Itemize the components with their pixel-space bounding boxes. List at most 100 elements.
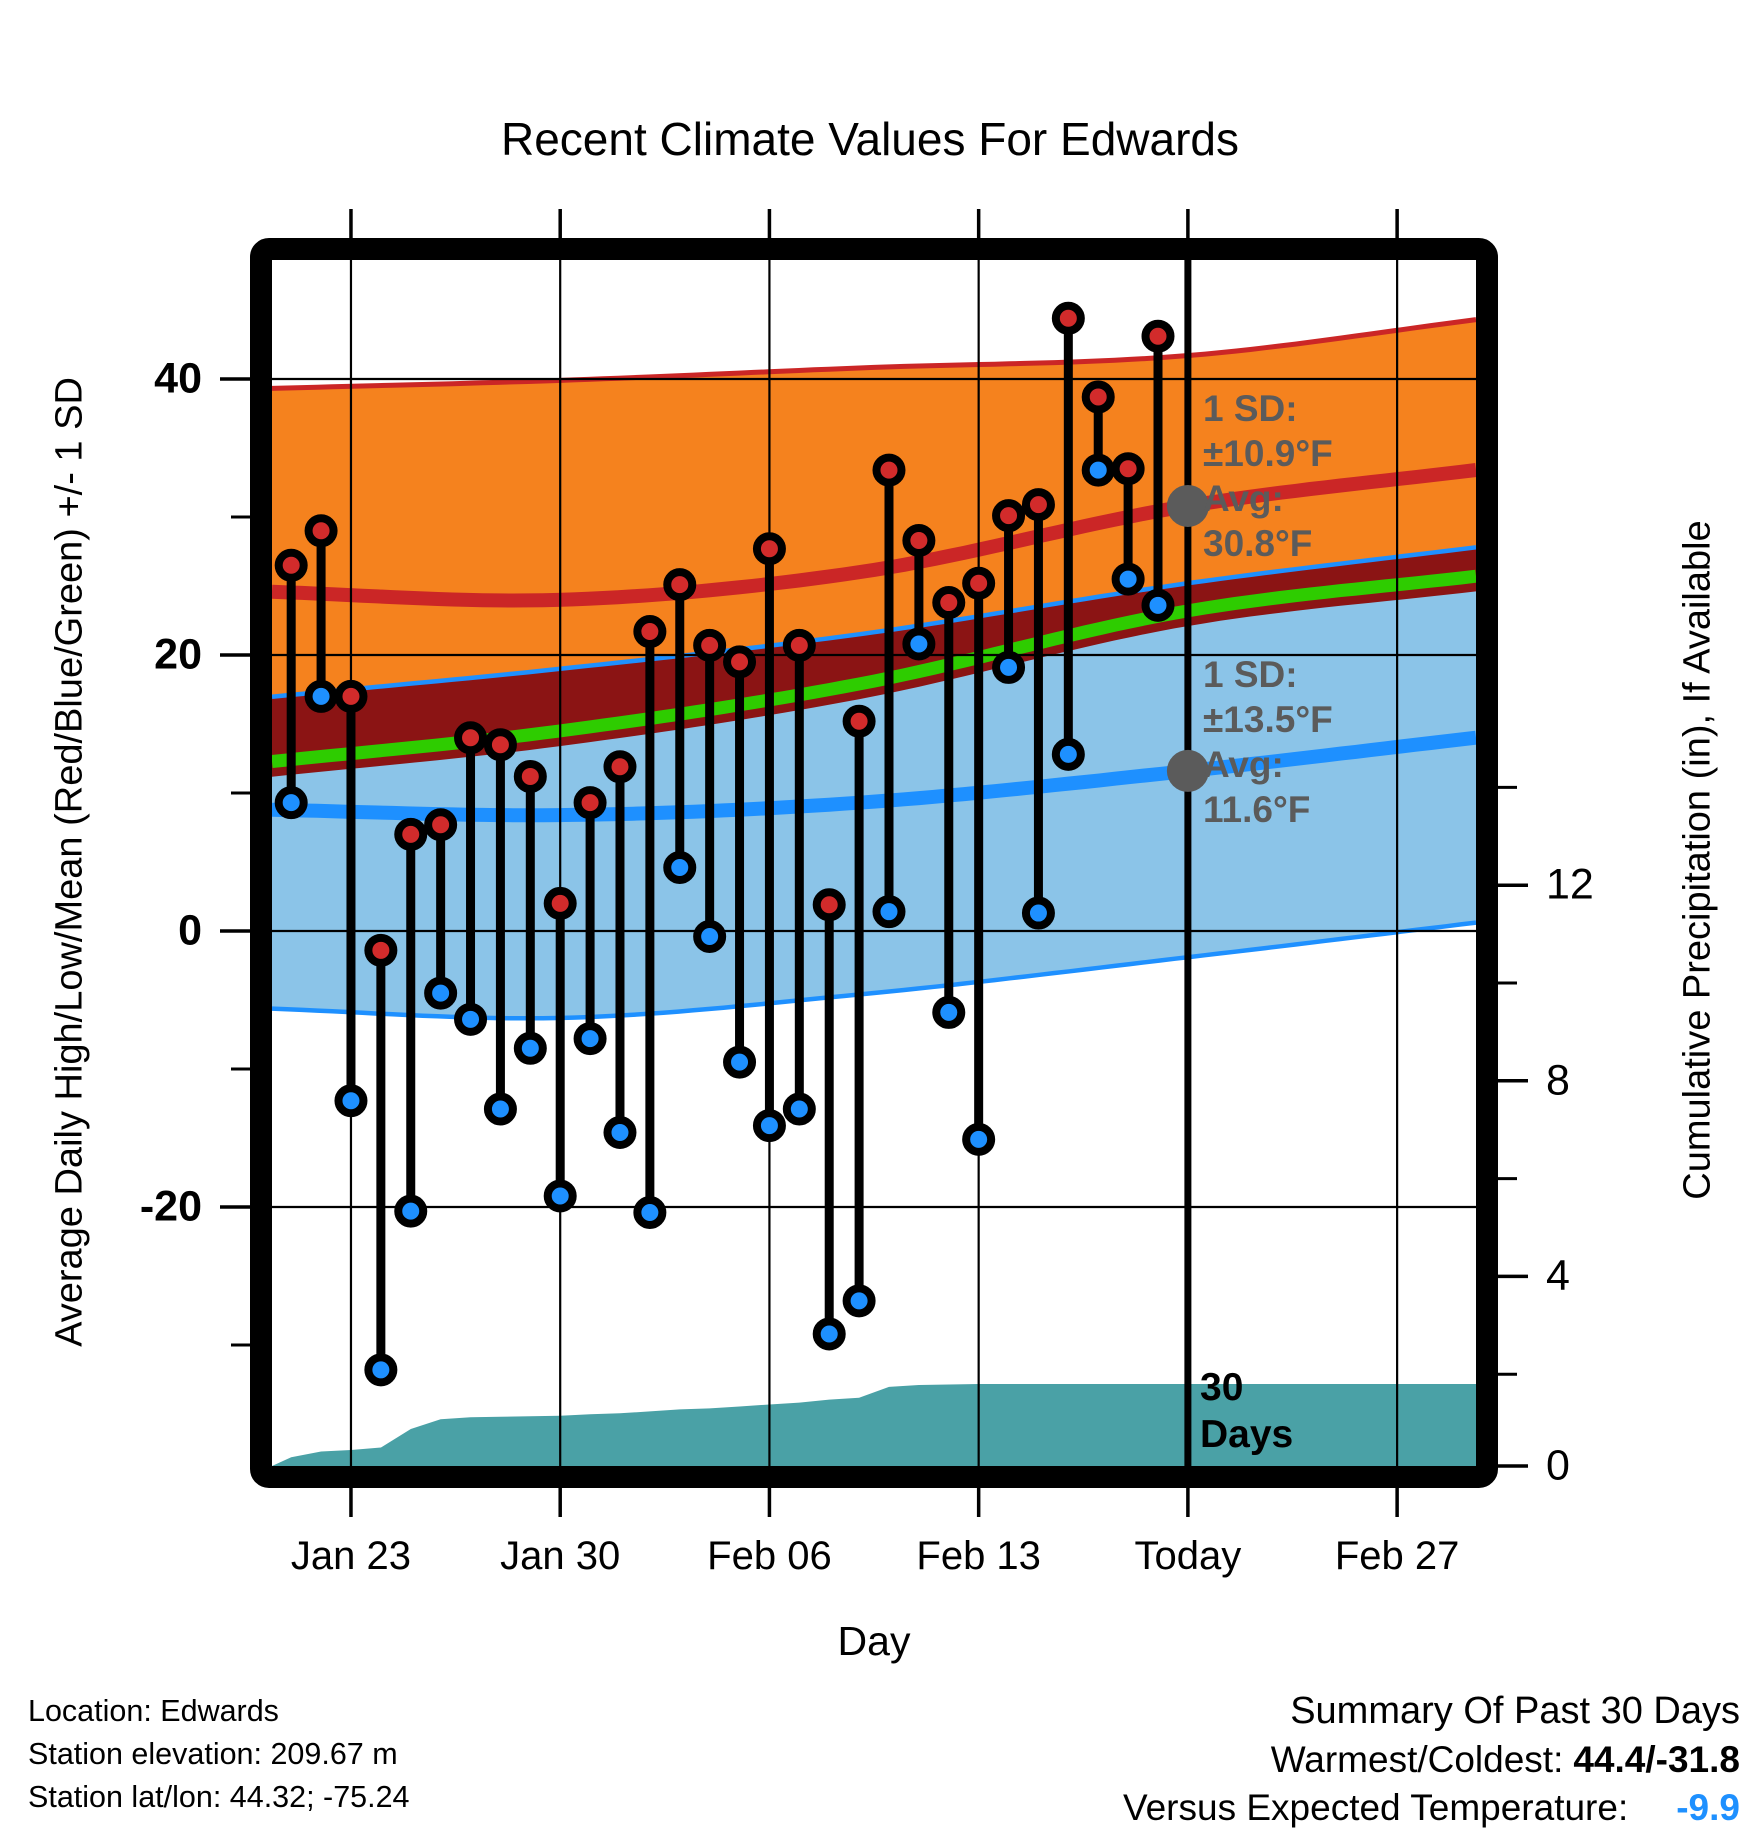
y-left-tick-label: 40 bbox=[154, 354, 202, 403]
daily-low-dot bbox=[364, 1353, 398, 1387]
summary-title: Summary Of Past 30 Days bbox=[1290, 1690, 1740, 1732]
high-band-top-line bbox=[271, 317, 1477, 391]
daily-low-dot bbox=[454, 1002, 488, 1036]
daily-high-dot bbox=[483, 728, 517, 762]
daily-high-dot bbox=[573, 786, 607, 820]
daily-low-dot bbox=[394, 1194, 428, 1228]
x-tick-label: Feb 27 bbox=[1334, 1534, 1460, 1578]
today-avg-high-marker bbox=[1166, 484, 1209, 527]
high-sd-line2: ±10.9°F bbox=[1203, 433, 1333, 474]
daily-low-dot bbox=[543, 1179, 577, 1213]
overlap-band bbox=[272, 547, 1476, 777]
high-sd-annotation: 1 SD: ±10.9°F Avg: 30.8°F bbox=[1203, 386, 1333, 566]
thirty-days-label: 30 Days bbox=[1200, 1364, 1293, 1458]
warmest-coldest-label: Warmest/Coldest: bbox=[1270, 1739, 1564, 1780]
daily-high-dot bbox=[543, 886, 577, 920]
y-right-tick-label: 0 bbox=[1546, 1441, 1570, 1490]
daily-high-dot bbox=[723, 645, 757, 679]
avg-high-line bbox=[271, 463, 1477, 608]
daily-high-dot bbox=[782, 628, 816, 662]
summary-warmest-coldest: Warmest/Coldest: 44.4/-31.8 bbox=[1123, 1736, 1740, 1783]
daily-low-dot bbox=[902, 627, 936, 661]
thirty-days-line2: Days bbox=[1200, 1413, 1294, 1456]
daily-high-dot bbox=[394, 817, 428, 851]
warmest-coldest-value: 44.4/-31.8 bbox=[1573, 1739, 1740, 1780]
daily-low-dot bbox=[1111, 562, 1145, 596]
low-avg-line1: Avg: bbox=[1203, 744, 1284, 785]
daily-high-dot bbox=[304, 514, 338, 548]
daily-high-dot bbox=[1051, 301, 1085, 335]
station-info: Location: Edwards Station elevation: 209… bbox=[28, 1690, 682, 1828]
daily-low-dot bbox=[992, 650, 1026, 684]
summary-vs-temperature: Versus Expected Temperature: -9.9 bbox=[1123, 1784, 1740, 1828]
x-tick-label: Feb 06 bbox=[707, 1534, 832, 1578]
daily-high-dot bbox=[1021, 488, 1055, 522]
vs-temperature-value: -9.9 bbox=[1676, 1787, 1740, 1828]
thirty-days-line1: 30 bbox=[1200, 1366, 1244, 1409]
daily-high-dot bbox=[364, 933, 398, 967]
daily-low-dot bbox=[573, 1022, 607, 1056]
daily-low-dot bbox=[752, 1109, 786, 1143]
figure-created: Figure created on Fri, 2026-02-20, at 10… bbox=[28, 1819, 682, 1828]
daily-high-dot bbox=[633, 615, 667, 649]
today-avg-low-marker bbox=[1166, 749, 1209, 792]
vs-temperature-label: Versus Expected Temperature: bbox=[1122, 1787, 1629, 1828]
daily-high-dot bbox=[1081, 380, 1115, 414]
x-tick-label: Jan 23 bbox=[290, 1534, 412, 1578]
daily-high-dot bbox=[1111, 452, 1145, 486]
x-axis-label: Day bbox=[837, 1618, 911, 1664]
daily-high-dot bbox=[603, 750, 637, 784]
high-avg-line1: Avg: bbox=[1203, 478, 1284, 519]
y-right-tick-label: 4 bbox=[1546, 1251, 1570, 1300]
daily-low-dot bbox=[1141, 588, 1175, 622]
y-right-tick-label: 8 bbox=[1546, 1056, 1570, 1105]
daily-high-dot bbox=[842, 704, 876, 738]
low-sd-annotation: 1 SD: ±13.5°F Avg: 11.6°F bbox=[1203, 652, 1333, 832]
daily-low-dot bbox=[693, 920, 727, 954]
cumulative-precip-area bbox=[272, 1384, 1476, 1466]
x-tick-label: Feb 13 bbox=[916, 1534, 1041, 1578]
daily-low-dot bbox=[962, 1122, 996, 1156]
daily-low-dot bbox=[424, 976, 458, 1010]
daily-high-dot bbox=[1141, 319, 1175, 353]
daily-low-dot bbox=[633, 1196, 667, 1230]
daily-high-dot bbox=[932, 586, 966, 620]
daily-low-dot bbox=[603, 1115, 637, 1149]
high-sd-line1: 1 SD: bbox=[1203, 388, 1298, 429]
y-left-tick-label: -20 bbox=[139, 1182, 202, 1231]
daily-high-dot bbox=[992, 499, 1026, 533]
chart-title: Recent Climate Values For Edwards bbox=[501, 113, 1239, 165]
daily-low-dot bbox=[932, 995, 966, 1029]
daily-low-dot bbox=[812, 1317, 846, 1351]
x-tick-label: Jan 30 bbox=[500, 1534, 621, 1578]
daily-high-dot bbox=[902, 523, 936, 557]
station-elevation: Station elevation: 209.67 m bbox=[28, 1737, 398, 1771]
daily-high-dot bbox=[962, 566, 996, 600]
summary-panel: Summary Of Past 30 Days Warmest/Coldest:… bbox=[1123, 1688, 1740, 1828]
daily-low-dot bbox=[872, 895, 906, 929]
y-left-tick-label: 0 bbox=[178, 906, 202, 955]
daily-low-dot bbox=[304, 679, 338, 713]
x-tick-label: Today bbox=[1134, 1534, 1242, 1578]
y-left-tick-label: 20 bbox=[154, 630, 202, 679]
daily-low-dot bbox=[483, 1092, 517, 1126]
daily-low-dot bbox=[842, 1284, 876, 1318]
daily-high-dot bbox=[812, 888, 846, 922]
low-sd-line2: ±13.5°F bbox=[1203, 699, 1333, 740]
y-axis-right-label: Cumulative Precipitation (in), If Availa… bbox=[1676, 520, 1719, 1200]
daily-high-dot bbox=[872, 453, 906, 487]
low-avg-line2: 11.6°F bbox=[1203, 789, 1311, 830]
y-right-tick-label: 12 bbox=[1546, 860, 1594, 909]
daily-high-dot bbox=[693, 628, 727, 662]
daily-high-dot bbox=[424, 808, 458, 842]
daily-high-dot bbox=[752, 532, 786, 566]
daily-high-dot bbox=[274, 548, 308, 582]
station-location: Location: Edwards bbox=[28, 1694, 279, 1728]
daily-low-dot bbox=[274, 786, 308, 820]
daily-low-dot bbox=[334, 1084, 368, 1118]
daily-high-dot bbox=[513, 759, 547, 793]
daily-low-dot bbox=[723, 1045, 757, 1079]
daily-low-dot bbox=[1051, 737, 1085, 771]
